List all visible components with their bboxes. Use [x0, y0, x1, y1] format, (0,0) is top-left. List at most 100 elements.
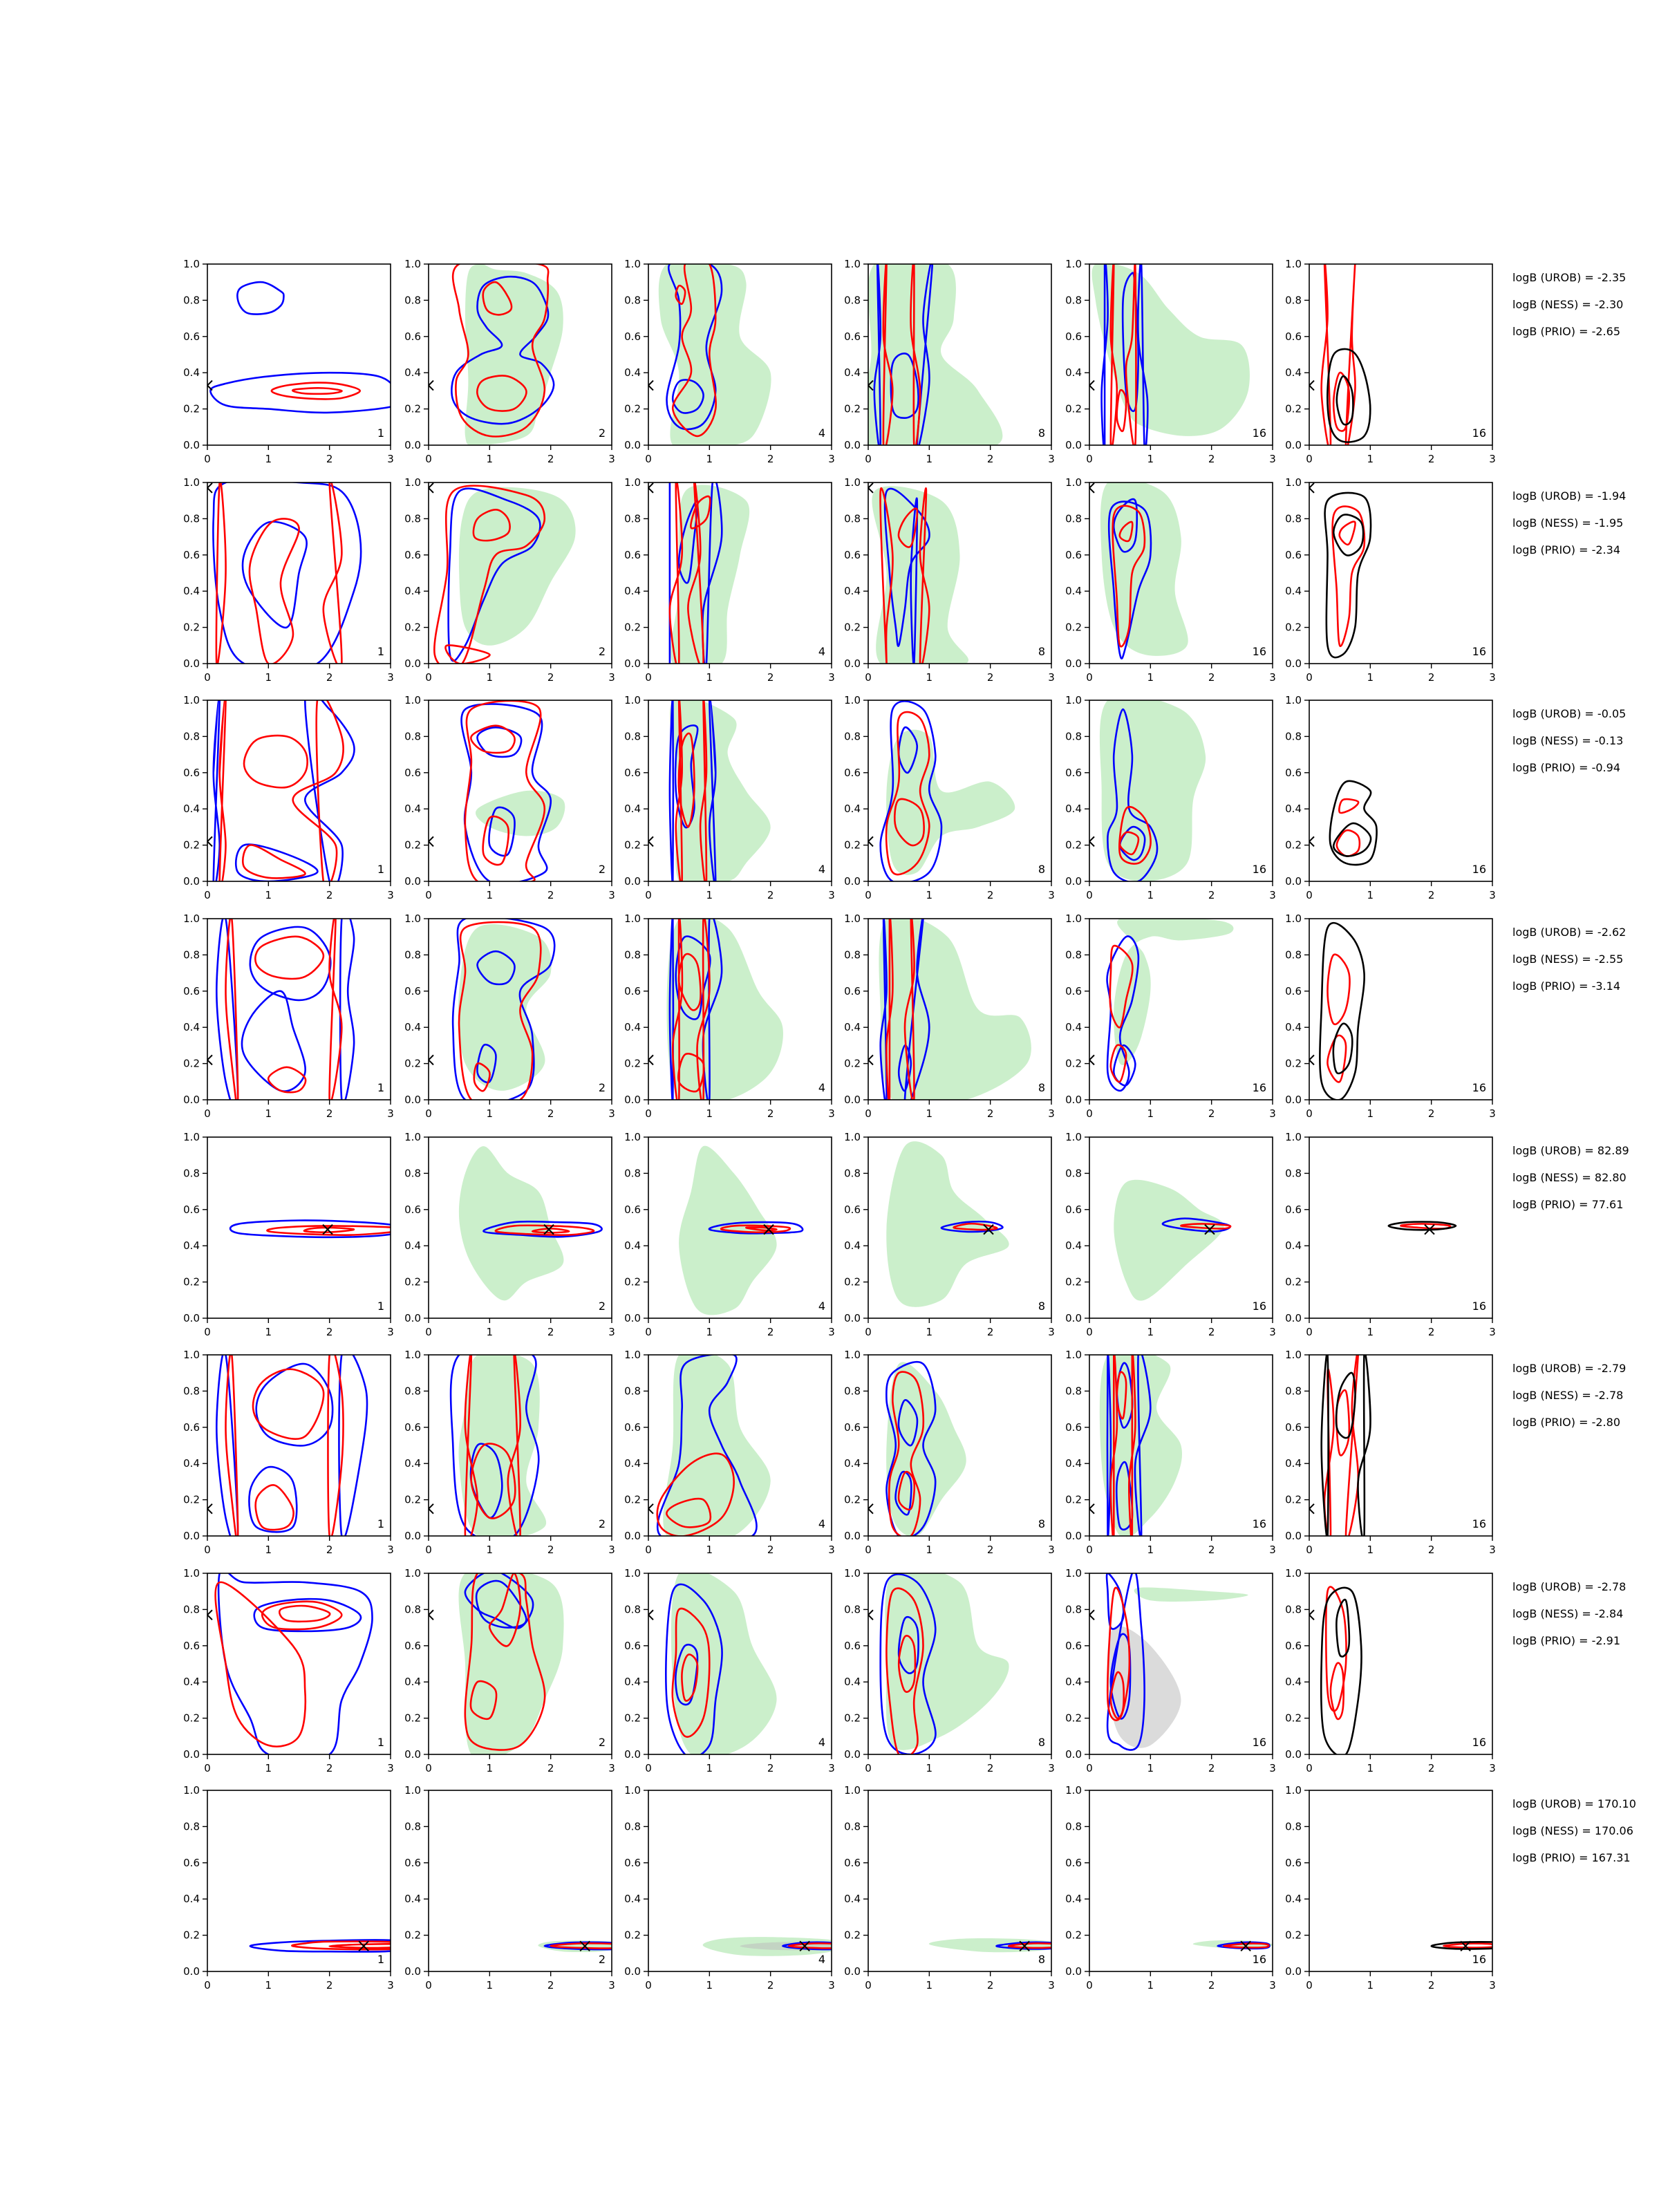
- panel-label: 16: [1472, 1517, 1486, 1530]
- x-tick-label: 3: [608, 889, 615, 901]
- y-tick-label: 0.4: [1285, 366, 1302, 379]
- bayes-factor-label: logB (UROB) = 82.89: [1512, 1144, 1629, 1157]
- axes-frame: [1309, 1573, 1493, 1755]
- y-tick-label: 0.2: [844, 1058, 861, 1070]
- urob-contour: [216, 919, 239, 1100]
- urob-contour: [212, 700, 221, 881]
- y-tick-label: 0.8: [1065, 1820, 1082, 1833]
- ness-contour: [1327, 953, 1351, 1026]
- y-tick-label: 0.0: [183, 439, 200, 451]
- y-tick-label: 0.0: [844, 875, 861, 888]
- y-tick-label: 0.0: [844, 1965, 861, 1978]
- y-tick-label: 0.6: [183, 1640, 200, 1652]
- truth-marker: [1089, 482, 1095, 494]
- urob-contour: [449, 1355, 540, 1536]
- y-tick-label: 0.6: [1065, 767, 1082, 779]
- urob-contour: [709, 700, 717, 881]
- bayes-factor-label: logB (PRIO) = -2.80: [1512, 1416, 1620, 1429]
- panel-label: 1: [377, 1517, 384, 1530]
- ness-contour: [550, 1942, 612, 1949]
- panel-label: 1: [377, 427, 384, 440]
- ness-contour: [897, 1470, 916, 1511]
- y-tick-label: 0.4: [1285, 1893, 1302, 1905]
- y-tick-label: 0.4: [1065, 1239, 1082, 1252]
- x-tick-label: 3: [1489, 1107, 1496, 1120]
- y-tick-label: 0.6: [183, 549, 200, 561]
- panel: 0 1 2 30.00.20.40.60.81.02: [404, 912, 615, 1120]
- urob-contour: [1106, 1355, 1112, 1536]
- x-tick-label: 3: [387, 1326, 394, 1338]
- x-tick-label: 2: [547, 1107, 554, 1120]
- x-tick-label: 0: [865, 1762, 872, 1774]
- y-tick-label: 0.0: [1065, 1965, 1082, 1978]
- y-tick-label: 0.6: [183, 1421, 200, 1434]
- prio-contour: [1320, 1586, 1362, 1754]
- panel-label: 8: [1038, 427, 1045, 440]
- y-tick-label: 0.8: [183, 512, 200, 525]
- y-tick-label: 0.0: [404, 1965, 421, 1978]
- y-tick-label: 0.2: [844, 839, 861, 852]
- y-tick-label: 0.8: [1065, 730, 1082, 742]
- y-tick-label: 0.8: [624, 1385, 641, 1397]
- prio-contour: [1335, 375, 1354, 426]
- axes-frame: [428, 263, 612, 446]
- axes-frame: [1309, 700, 1493, 882]
- y-tick-label: 0.4: [1065, 803, 1082, 815]
- y-tick-label: 1.0: [404, 476, 421, 489]
- ness-contour: [1320, 264, 1332, 445]
- x-tick-label: 0: [645, 1979, 652, 1991]
- x-tick-label: 0: [645, 1544, 652, 1556]
- truth-marker: [543, 1224, 554, 1235]
- y-tick-label: 0.6: [844, 1640, 861, 1652]
- ness-contour: [322, 482, 343, 664]
- urob-contour: [249, 926, 332, 1002]
- x-tick-label: 2: [1208, 671, 1215, 684]
- y-tick-label: 0.8: [183, 730, 200, 742]
- x-tick-label: 2: [1208, 453, 1215, 465]
- ness-contour: [458, 921, 542, 1100]
- panel-row: 0 1 2 30.00.20.40.60.81.010 1 2 30.00.20.40.60…: [183, 912, 1626, 1120]
- ness-contour: [488, 1573, 522, 1647]
- panel-label: 16: [1253, 1736, 1266, 1749]
- panel-label: 16: [1253, 1517, 1266, 1530]
- x-tick-label: 0: [204, 1979, 211, 1991]
- panel-label: 1: [377, 645, 384, 658]
- y-tick-label: 0.0: [624, 1312, 641, 1324]
- panel-label: 8: [1038, 863, 1045, 876]
- panel-row: 0 1 2 30.00.20.40.60.81.010 1 2 30.00.20.40.60…: [183, 476, 1626, 684]
- y-tick-label: 1.0: [1285, 258, 1302, 270]
- urob-contour: [1118, 825, 1146, 861]
- panel-plot-area: [429, 1573, 564, 1754]
- ness-contour: [1007, 1942, 1051, 1949]
- axes-frame: [1089, 1136, 1273, 1319]
- x-tick-label: 3: [608, 671, 615, 684]
- y-tick-label: 0.8: [404, 294, 421, 306]
- panel-label: 16: [1472, 427, 1486, 440]
- ness-contour: [787, 1942, 832, 1949]
- y-tick-label: 0.8: [404, 1603, 421, 1615]
- y-tick-label: 0.2: [1285, 1494, 1302, 1506]
- y-tick-label: 0.6: [1285, 330, 1302, 343]
- urob-contour: [241, 521, 308, 628]
- panel-label: 16: [1472, 1081, 1486, 1094]
- panel: 0 1 2 3 0.0 0.2 0.4 0.6 0.8 1.0 16: [1285, 694, 1496, 901]
- urob-contour: [873, 264, 882, 445]
- y-tick-label: 0.4: [1065, 1457, 1082, 1470]
- x-tick-label: 0: [1086, 1326, 1093, 1338]
- y-tick-label: 1.0: [624, 694, 641, 706]
- y-tick-label: 0.6: [404, 1857, 421, 1869]
- y-tick-label: 0.8: [183, 1385, 200, 1397]
- y-tick-label: 0.8: [624, 1603, 641, 1615]
- x-tick-label: 0: [865, 1326, 872, 1338]
- ness-contour: [1118, 806, 1152, 865]
- y-tick-label: 0.4: [1285, 1457, 1302, 1470]
- x-tick-label: 2: [1428, 671, 1435, 684]
- ness-contour: [1329, 1662, 1345, 1721]
- panel: 0 1 2 3 0.0 0.2 0.4 0.6 0.8 1.0 4: [624, 476, 835, 684]
- y-tick-label: 0.4: [404, 1239, 421, 1252]
- y-tick-label: 0.2: [1285, 403, 1302, 415]
- panel-label: 4: [818, 1300, 825, 1313]
- y-tick-label: 0.0: [1065, 1312, 1082, 1324]
- ness-contour: [328, 919, 343, 1100]
- density-fill-outer: [458, 924, 552, 1091]
